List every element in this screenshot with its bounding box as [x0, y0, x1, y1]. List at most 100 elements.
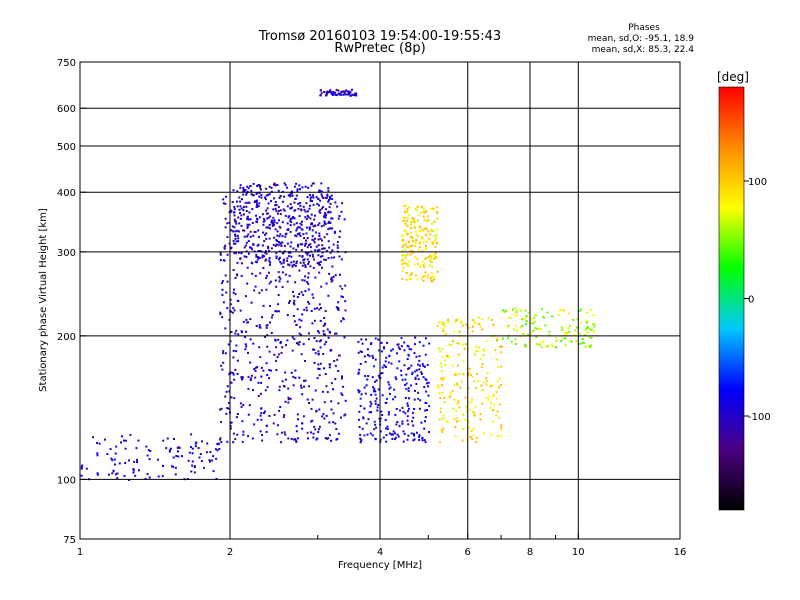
data-point — [532, 322, 535, 325]
data-point — [413, 225, 416, 228]
data-point — [309, 217, 312, 220]
data-point — [416, 431, 418, 434]
data-point — [406, 404, 409, 407]
data-point — [266, 334, 269, 337]
data-point — [277, 310, 280, 313]
data-point — [374, 380, 376, 383]
data-point — [256, 256, 259, 258]
data-point — [203, 466, 205, 469]
data-point — [242, 188, 245, 191]
data-point — [278, 256, 281, 259]
data-point — [402, 254, 405, 257]
data-point — [438, 418, 441, 421]
data-point — [311, 293, 314, 296]
data-point — [224, 274, 227, 277]
data-point — [253, 423, 256, 426]
data-point — [325, 250, 328, 253]
data-point — [417, 391, 420, 394]
data-point — [317, 367, 320, 370]
data-point — [323, 247, 325, 250]
data-point — [329, 90, 332, 93]
data-point — [236, 234, 239, 237]
data-point — [313, 425, 316, 428]
data-point — [592, 314, 594, 317]
data-point — [221, 288, 224, 291]
data-point — [263, 240, 266, 243]
data-point — [337, 89, 340, 92]
data-point — [264, 389, 267, 392]
data-point — [260, 196, 263, 199]
data-point — [301, 313, 304, 316]
data-point — [423, 266, 426, 269]
data-point — [419, 399, 422, 402]
data-point — [168, 449, 171, 452]
data-point — [430, 255, 433, 258]
data-point — [404, 216, 407, 219]
data-point — [273, 219, 276, 222]
data-point — [340, 320, 343, 323]
data-point — [336, 205, 339, 208]
data-point — [472, 427, 475, 430]
data-point — [402, 216, 405, 219]
data-point — [261, 254, 264, 257]
data-point — [330, 400, 333, 403]
data-point — [250, 301, 253, 304]
data-point — [338, 93, 341, 96]
data-point — [388, 383, 391, 386]
data-point — [404, 396, 407, 399]
data-point — [265, 258, 268, 261]
data-point — [412, 416, 415, 419]
data-point — [249, 361, 252, 364]
data-point — [292, 375, 295, 378]
data-point — [341, 394, 344, 396]
data-point — [357, 418, 360, 421]
data-point — [80, 467, 83, 470]
data-point — [513, 328, 515, 331]
data-point — [219, 408, 222, 411]
data-point — [316, 377, 319, 380]
data-point — [275, 238, 278, 241]
data-point — [371, 376, 374, 379]
data-point — [428, 237, 431, 240]
data-point — [515, 314, 518, 317]
data-point — [405, 230, 408, 233]
data-point — [240, 207, 243, 210]
data-point — [295, 229, 298, 232]
data-point — [278, 241, 281, 244]
data-point — [319, 208, 322, 211]
data-point — [586, 327, 589, 330]
data-point — [296, 308, 299, 311]
data-point — [282, 265, 285, 268]
data-point — [418, 242, 421, 245]
data-point — [246, 226, 249, 229]
data-point — [366, 348, 369, 351]
data-point — [282, 261, 285, 264]
data-point — [360, 393, 363, 396]
data-point — [501, 345, 503, 348]
data-point — [198, 456, 201, 459]
data-point — [341, 296, 344, 298]
data-point — [421, 229, 424, 232]
data-point — [243, 213, 245, 216]
data-point — [265, 430, 268, 433]
data-point — [236, 274, 239, 277]
data-point — [340, 91, 343, 93]
data-point — [270, 332, 273, 334]
data-point — [374, 400, 377, 403]
data-point — [584, 334, 587, 337]
data-point — [590, 336, 593, 339]
data-point — [383, 364, 386, 367]
data-point — [492, 395, 495, 398]
data-point — [323, 214, 326, 217]
data-point — [256, 366, 259, 369]
data-point — [289, 193, 292, 196]
data-point — [433, 220, 436, 223]
data-point — [270, 221, 273, 224]
data-point — [242, 320, 245, 323]
data-point — [441, 355, 444, 358]
data-point — [447, 318, 450, 321]
data-point — [374, 423, 377, 426]
data-point — [277, 244, 280, 247]
data-point — [247, 187, 250, 190]
data-point — [323, 258, 326, 261]
